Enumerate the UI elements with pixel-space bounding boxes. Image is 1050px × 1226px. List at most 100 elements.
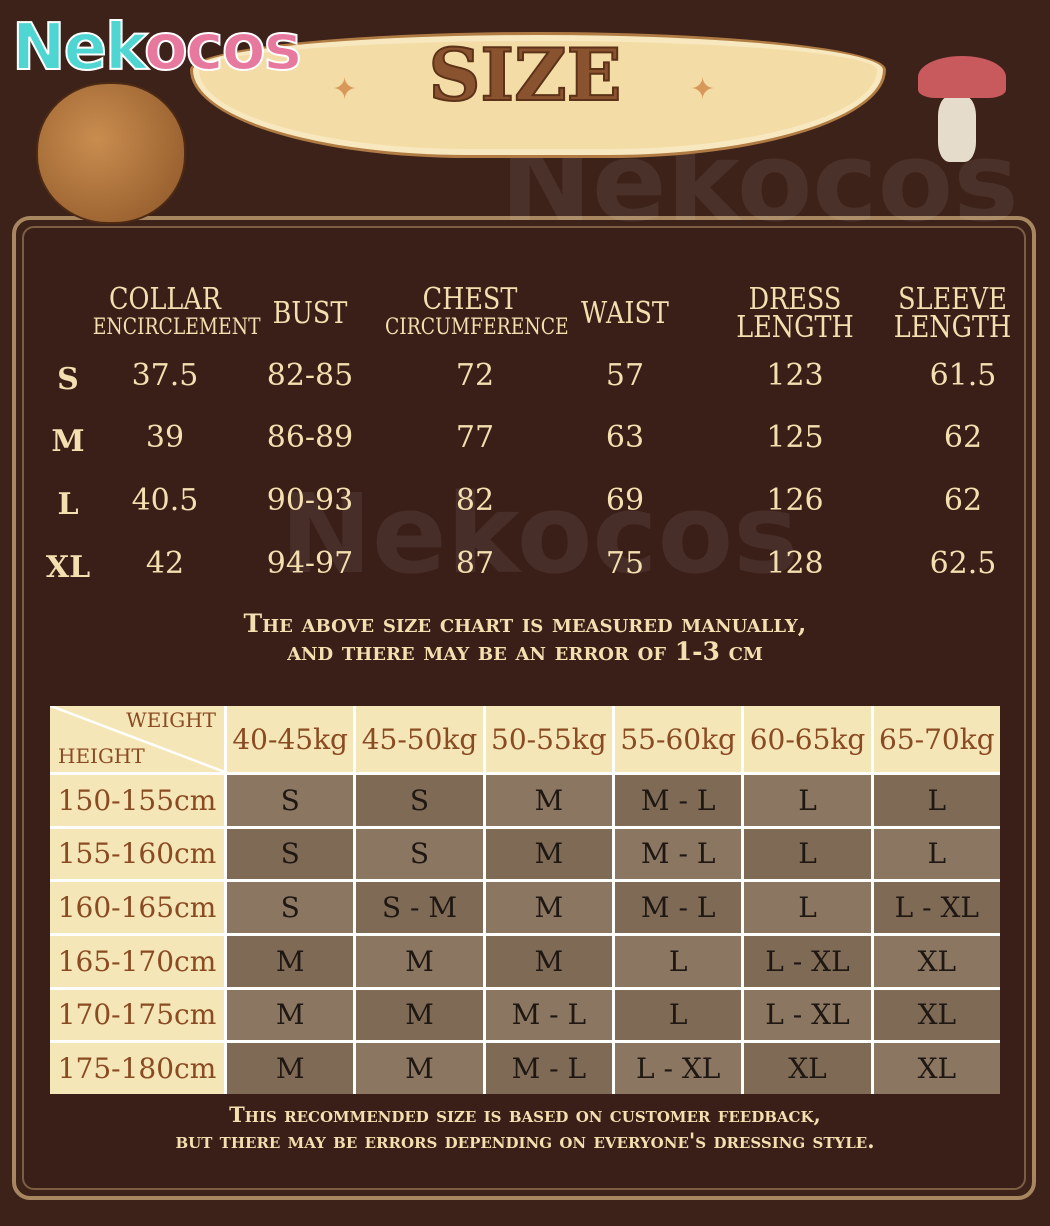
height-label: HEIGHT (58, 744, 145, 768)
header-collar: COLLAR ENCIRCLEMENT (92, 282, 261, 341)
recommended-size-cell: XL (873, 1043, 1000, 1094)
height-header: 175-180cm (50, 1043, 224, 1094)
measurement-dress: 126 (766, 483, 824, 518)
recommended-size-cell: L - XL (615, 1043, 742, 1094)
recommended-size-cell: M (485, 882, 612, 933)
recommended-size-cell: L - XL (744, 936, 871, 987)
header-chest: CHEST CIRCUMFERENCE (385, 282, 569, 341)
measurement-chest: 87 (455, 546, 495, 581)
measurement-sleeve: 62.5 (929, 546, 997, 581)
mushroom-cap (918, 56, 1006, 98)
recommendation-note: This recommended size is based on custom… (175, 1102, 875, 1153)
measurement-sleeve: 62 (943, 483, 983, 518)
measurement-bust: 86-89 (266, 420, 354, 455)
page-title: SIZE (427, 31, 622, 118)
recommended-size-cell: XL (744, 1043, 871, 1094)
weight-header: 45-50kg (356, 706, 483, 772)
measurement-collar: 39 (145, 420, 185, 455)
recommended-size-cell: XL (873, 989, 1000, 1041)
recommended-size-cell: M (356, 936, 483, 987)
size-label: M (51, 424, 85, 459)
measurement-dress: 123 (766, 358, 824, 393)
height-header: 160-165cm (50, 882, 224, 933)
recommended-size-cell: L (873, 775, 1000, 826)
height-header: 155-160cm (50, 828, 224, 880)
chart-frame (12, 216, 1036, 1200)
measurement-bust: 90-93 (266, 483, 354, 518)
recommended-size-cell: M (485, 775, 612, 826)
measurement-waist: 63 (605, 420, 645, 455)
size-label: S (57, 362, 79, 397)
header-dress-length: DRESS LENGTH (736, 282, 854, 345)
weight-header: 65-70kg (873, 706, 1000, 772)
recommended-size-cell: S (356, 828, 483, 880)
measurement-collar: 42 (145, 546, 185, 581)
recommended-size-cell: S - M (356, 882, 483, 933)
recommended-size-cell: XL (873, 936, 1000, 987)
header-waist: WAIST (581, 296, 669, 331)
measurement-waist: 75 (605, 546, 645, 581)
recommended-size-cell: S (227, 828, 354, 880)
measurement-waist: 69 (605, 483, 645, 518)
recommended-size-cell: L (744, 775, 871, 826)
recommended-size-cell: S (227, 775, 354, 826)
height-header: 170-175cm (50, 989, 224, 1041)
recommended-size-cell: M (227, 989, 354, 1041)
recommended-size-cell: M - L (615, 775, 742, 826)
recommended-size-cell: M (485, 936, 612, 987)
recommended-size-cell: L (873, 828, 1000, 880)
measurement-bust: 82-85 (266, 358, 354, 393)
header-sleeve-length: SLEEVE LENGTH (893, 282, 1012, 345)
weight-label: WEIGHT (126, 708, 216, 732)
size-label: L (57, 487, 79, 522)
recommended-size-cell: L (744, 828, 871, 880)
table-corner: WEIGHT HEIGHT (50, 706, 224, 772)
recommended-size-cell: L - XL (873, 882, 1000, 933)
height-header: 150-155cm (50, 775, 224, 826)
recommended-size-cell: M (227, 936, 354, 987)
recommended-size-cell: S (227, 882, 354, 933)
pumpkin-illustration (36, 82, 186, 224)
sparkle-icon: ✦ (332, 72, 358, 107)
measurement-bust: 94-97 (266, 546, 354, 581)
sparkle-icon: ✦ (690, 72, 716, 107)
recommended-size-cell: M - L (485, 1043, 612, 1094)
measurement-chest: 72 (455, 358, 495, 393)
measurement-collar: 40.5 (131, 483, 199, 518)
title-banner (190, 32, 886, 158)
brand-logo: Nekocos (11, 8, 303, 88)
recommendation-table: WEIGHT HEIGHT 40-45kg 45-50kg 50-55kg 55-60… (50, 706, 1000, 1094)
recommended-size-cell: S (356, 775, 483, 826)
recommended-size-cell: L (615, 936, 742, 987)
measurement-sleeve: 62 (943, 420, 983, 455)
logo-text-b: ocos (143, 10, 303, 86)
recommended-size-cell: M - L (485, 989, 612, 1041)
measurement-chest: 82 (455, 483, 495, 518)
measurement-waist: 57 (605, 358, 645, 393)
recommended-size-cell: M (227, 1043, 354, 1094)
mushroom-illustration (938, 96, 976, 162)
weight-header: 55-60kg (615, 706, 742, 772)
measurement-chest: 77 (455, 420, 495, 455)
recommended-size-cell: L (615, 989, 742, 1041)
measurement-collar: 37.5 (131, 358, 199, 393)
header-bust: BUST (272, 296, 348, 331)
recommended-size-cell: L (744, 882, 871, 933)
recommended-size-cell: L - XL (744, 989, 871, 1041)
weight-header: 40-45kg (227, 706, 354, 772)
measurement-dress: 128 (766, 546, 824, 581)
height-header: 165-170cm (50, 936, 224, 987)
recommended-size-cell: M (356, 1043, 483, 1094)
recommended-size-cell: M - L (615, 828, 742, 880)
size-label: XL (45, 550, 91, 585)
watermark: Nekocos (280, 470, 799, 598)
logo-text-a: Nek (11, 10, 147, 86)
measurement-note: The above size chart is measured manuall… (243, 609, 807, 666)
recommended-size-cell: M (356, 989, 483, 1041)
measurement-sleeve: 61.5 (929, 358, 997, 393)
weight-header: 60-65kg (744, 706, 871, 772)
recommended-size-cell: M - L (615, 882, 742, 933)
recommended-size-cell: M (485, 828, 612, 880)
weight-header: 50-55kg (485, 706, 612, 772)
measurement-dress: 125 (766, 420, 824, 455)
